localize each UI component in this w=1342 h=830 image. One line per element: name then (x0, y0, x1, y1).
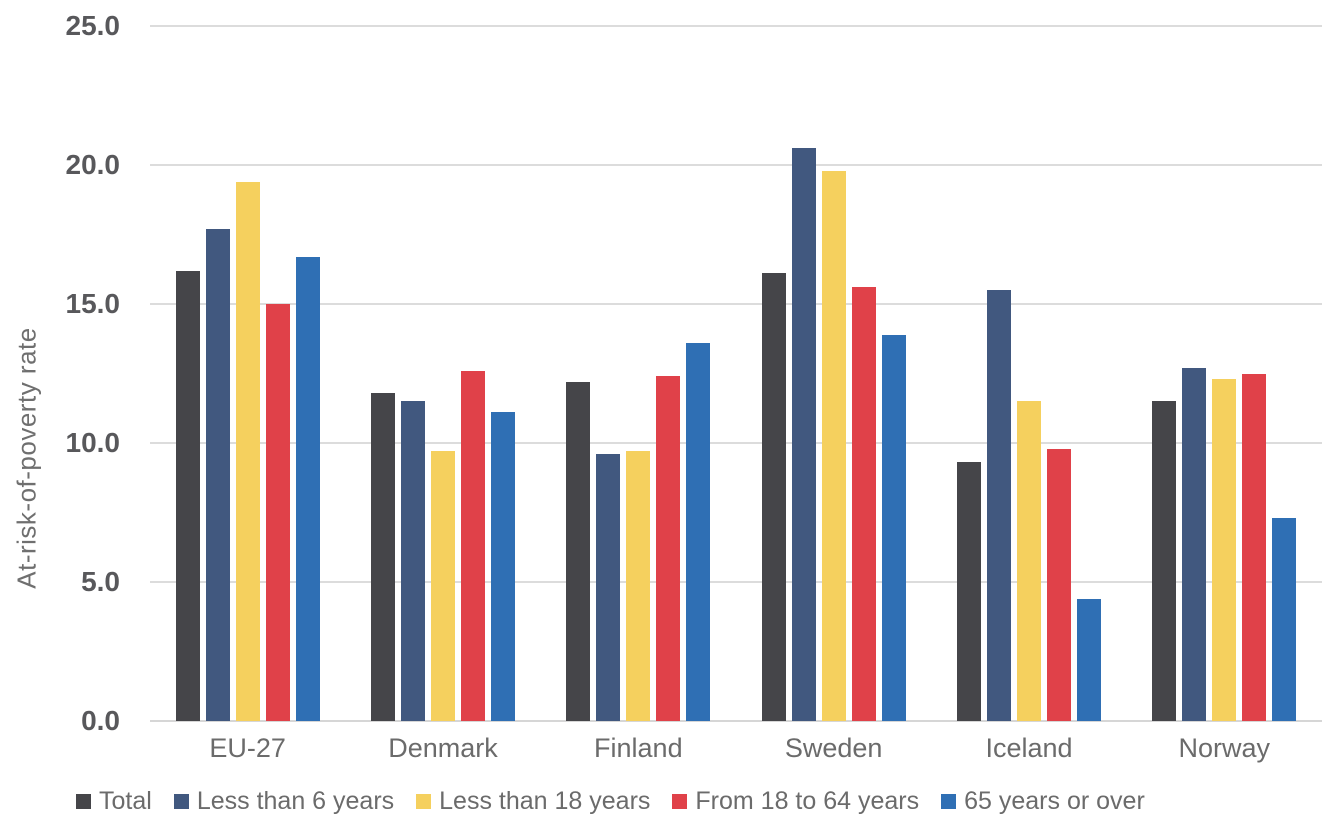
y-tick-15.0: 15.0 (65, 288, 121, 319)
category-label-eu-27: EU-27 (209, 733, 286, 763)
category-label-norway: Norway (1178, 733, 1271, 763)
bar-iceland-less-than-18-years (1016, 401, 1041, 721)
bar-finland-less-than-18-years (626, 451, 651, 721)
bar-eu-27-65-years-or-over (295, 256, 320, 721)
legend: Total Less than 6 years Less than 18 years… (76, 787, 1145, 816)
gridline-20 (150, 164, 1322, 166)
legend-label: Less than 18 years (439, 787, 651, 815)
bar-denmark-from-18-to-64-years (460, 370, 485, 721)
legend-label: From 18 to 64 years (695, 787, 920, 815)
bar-finland-from-18-to-64-years (656, 376, 681, 721)
bar-norway-total (1152, 401, 1177, 721)
bar-group-norway (1127, 26, 1322, 721)
legend-item-less-than-6-years: Less than 6 years (173, 787, 395, 816)
legend-swatch-icon (416, 794, 432, 809)
legend-swatch-icon (941, 794, 957, 809)
bar-finland-total (566, 381, 591, 721)
category-label-iceland: Iceland (985, 733, 1073, 763)
category-label-denmark: Denmark (388, 733, 498, 763)
bar-group-iceland (931, 26, 1126, 721)
gridline-5 (150, 581, 1322, 583)
category-label-finland: Finland (594, 733, 683, 763)
gridline-25 (150, 25, 1322, 27)
bar-denmark-less-than-18-years (430, 451, 455, 721)
bar-eu-27-total (175, 270, 200, 721)
y-tick-25.0: 25.0 (65, 10, 121, 41)
legend-label: Less than 6 years (196, 787, 395, 815)
bar-group-sweden (736, 26, 931, 721)
bar-eu-27-less-than-18-years (235, 181, 260, 721)
gridline-15 (150, 303, 1322, 305)
bar-norway-less-than-18-years (1212, 379, 1237, 721)
bar-eu-27-less-than-6-years (205, 228, 230, 721)
x-axis-category-labels: EU-27 Denmark Finland Sweden Iceland Norway (150, 733, 1322, 764)
y-tick-0.0: 0.0 (81, 705, 120, 736)
legend-swatch-icon (173, 794, 189, 809)
bar-denmark-65-years-or-over (490, 412, 515, 721)
bar-group-denmark (345, 26, 540, 721)
bar-denmark-less-than-6-years (400, 401, 425, 721)
legend-item-total: Total (76, 787, 152, 816)
bar-sweden-total (761, 273, 786, 721)
bar-iceland-total (956, 462, 981, 721)
bar-iceland-less-than-6-years (986, 290, 1011, 721)
bar-iceland-from-18-to-64-years (1046, 448, 1071, 721)
bar-iceland-65-years-or-over (1076, 598, 1101, 721)
bar-sweden-less-than-6-years (791, 148, 816, 721)
y-axis-tick-labels: 0.0 5.0 10.0 15.0 20.0 25.0 (0, 10, 136, 736)
bar-group-eu-27 (150, 26, 345, 721)
x-axis-baseline (150, 720, 1322, 722)
legend-swatch-icon (672, 794, 688, 809)
bar-sweden-65-years-or-over (881, 334, 906, 721)
bar-sweden-from-18-to-64-years (851, 287, 876, 721)
legend-label: 65 years or over (964, 787, 1145, 815)
bar-sweden-less-than-18-years (821, 170, 846, 721)
legend-item-65-years-or-over: 65 years or over (941, 787, 1145, 816)
bar-finland-65-years-or-over (686, 342, 711, 721)
category-label-sweden: Sweden (784, 733, 883, 763)
legend-swatch-icon (76, 794, 91, 809)
bar-group-finland (541, 26, 736, 721)
y-tick-10.0: 10.0 (65, 427, 121, 458)
legend-label: Total (99, 787, 152, 815)
y-tick-5.0: 5.0 (81, 566, 120, 597)
bar-denmark-total (370, 392, 395, 721)
gridline-10 (150, 442, 1322, 444)
plot-area (150, 25, 1322, 722)
bar-finland-less-than-6-years (596, 454, 621, 721)
bar-norway-less-than-6-years (1182, 367, 1207, 721)
bar-norway-from-18-to-64-years (1242, 373, 1267, 721)
bar-groups (150, 26, 1322, 721)
legend-item-less-than-18-years: Less than 18 years (416, 787, 650, 816)
bar-eu-27-from-18-to-64-years (265, 304, 290, 721)
bar-norway-65-years-or-over (1272, 518, 1297, 721)
legend-item-from-18-to-64-years: From 18 to 64 years (672, 787, 919, 816)
y-tick-20.0: 20.0 (65, 149, 121, 180)
